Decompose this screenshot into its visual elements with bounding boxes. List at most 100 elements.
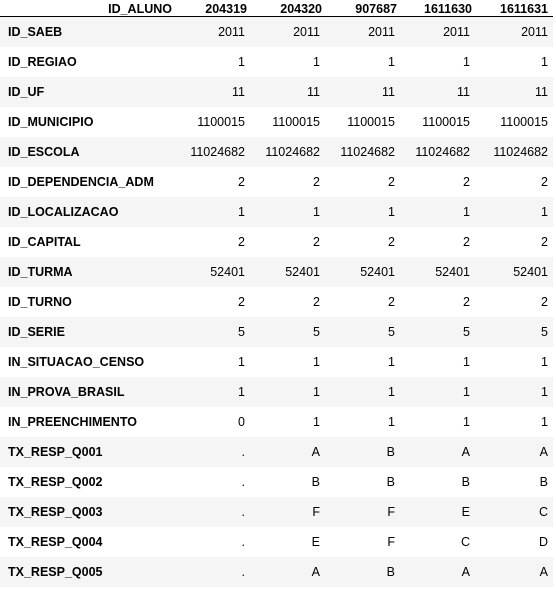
table-row: IN_PROVA_BRASIL 1 1 1 1 1 [0,376,553,407]
table-cell: 1 [388,414,395,429]
table-cell: 2 [238,294,245,309]
table-cell: 1 [541,354,548,369]
table-cell: 1 [313,384,320,399]
table-cell: 11024682 [415,144,470,159]
table-cell: D [538,534,548,549]
table-cell: 11024682 [340,144,395,159]
table-cell: 5 [313,324,320,339]
table-row: TX_RESP_Q001. A B A A [0,436,553,467]
table-cell: 1 [238,54,245,69]
table-cell: 11024682 [190,144,245,159]
table-cell: 1 [463,204,470,219]
table-cell: A [311,564,320,579]
row-label: ID_LOCALIZACAO [8,204,119,219]
table-cell: 11 [457,84,470,99]
table-cell: 5 [541,324,548,339]
table-cell: 52401 [513,264,548,279]
table-cell: 2 [388,234,395,249]
table-cell: B [386,474,395,489]
table-cell: C [460,534,470,549]
table-cell: E [311,534,320,549]
table-cell: 1 [238,204,245,219]
column-header: 1611631 [477,0,553,17]
table-cell: . [241,474,245,489]
table-cell: 2 [541,174,548,189]
table-cell: 1100015 [197,114,245,129]
table-cell: 2011 [521,24,548,39]
table-row: ID_TURNO 2 2 2 2 2 [0,286,553,317]
table-row: TX_RESP_Q005. A B A A [0,556,553,587]
table-cell: 2 [463,174,470,189]
row-label: TX_RESP_Q002 [8,474,103,489]
row-label: ID_UF [8,84,45,99]
table-cell: E [461,504,470,519]
column-header: 204319 [177,0,252,17]
table-cell: 0 [238,414,245,429]
row-label: ID_MUNICIPIO [8,114,94,129]
row-label: IN_PREENCHIMENTO [8,414,137,429]
table-cell: F [312,504,320,519]
table-cell: 2 [238,174,245,189]
table-row: IN_PREENCHIMENTO 0 1 1 1 1 [0,406,553,437]
table-cell: 1 [541,414,548,429]
row-label: TX_RESP_Q001 [8,444,103,459]
table-cell: 52401 [360,264,395,279]
table-cell: 5 [238,324,245,339]
table-row: ID_REGIAO 1 1 1 1 1 [0,46,553,77]
table-cell: 2011 [368,24,395,39]
table-header: ID_ALUNO 204319 204320 907687 1611630 16… [0,0,553,17]
row-label: ID_CAPITAL [8,234,81,249]
row-label: IN_SITUACAO_CENSO [8,354,145,369]
table-cell: 11 [232,84,245,99]
table-cell: 1 [541,54,548,69]
table-cell: . [241,504,245,519]
table-cell: 1 [238,384,245,399]
table-cell: 2 [463,294,470,309]
table-cell: 52401 [210,264,245,279]
table-cell: 1 [313,414,320,429]
table-cell: 2 [238,234,245,249]
column-header: 1611630 [402,0,477,17]
table-row: ID_MUNICIPIO 1100015 1100015 1100015 1100015… [0,106,553,137]
column-header: 907687 [327,0,402,17]
table-cell: 11 [382,84,395,99]
table-cell: 5 [388,324,395,339]
table-cell: 2011 [293,24,320,39]
table-cell: 11024682 [493,144,548,159]
table-cell: . [241,444,245,459]
table-cell: A [539,444,548,459]
table-row: TX_RESP_Q004. E F C D [0,526,553,557]
table-cell: A [539,564,548,579]
table-cell: A [461,564,470,579]
table-cell: 11 [535,84,548,99]
table-cell: 1 [463,54,470,69]
table-cell: B [386,444,395,459]
table-cell: A [311,444,320,459]
table-cell: 2011 [443,24,470,39]
table-cell: 1100015 [500,114,548,129]
table-cell: 2 [313,174,320,189]
table-cell: 11024682 [265,144,320,159]
table-cell: 1 [388,354,395,369]
table-cell: 1 [541,384,548,399]
index-header: ID_ALUNO [0,0,177,17]
table-cell: 2 [388,174,395,189]
row-label: ID_REGIAO [8,54,77,69]
table-cell: 2 [541,294,548,309]
table-cell: F [387,534,395,549]
table-cell: 1 [463,414,470,429]
table-row: ID_ESCOLA 11024682 11024682 11024682 1102468… [0,136,553,167]
table-cell: B [311,474,320,489]
table-row: TX_RESP_Q002. B B B B [0,466,553,497]
row-label: ID_SERIE [8,324,65,339]
table-cell: 1 [463,354,470,369]
table-cell: 2011 [218,24,245,39]
table-cell: A [461,444,470,459]
table-cell: 2 [313,294,320,309]
table-cell: F [387,504,395,519]
table-cell: 1 [388,204,395,219]
table-cell: 52401 [285,264,320,279]
table-cell: 2 [541,234,548,249]
table-cell: 1100015 [422,114,470,129]
